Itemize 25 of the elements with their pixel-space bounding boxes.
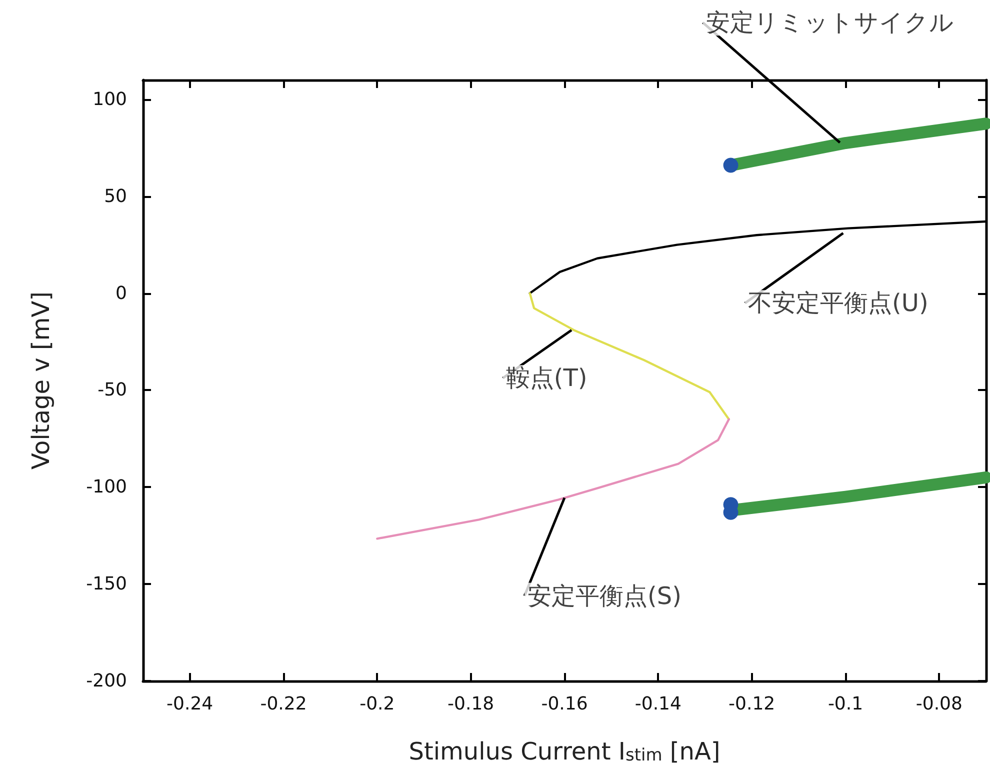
x-tick-label: -0.24 [166, 694, 214, 714]
annotation: 安定リミットサイクル [706, 8, 954, 37]
annotation: 安定平衡点(S) [528, 582, 682, 610]
annotation: 不安定平衡点(U) [748, 289, 928, 318]
y-tick-label: -150 [86, 574, 127, 595]
y-tick-label: -50 [98, 380, 127, 401]
y-axis-title: Voltage v [mV] [27, 291, 55, 470]
x-tick-label: -0.1 [828, 694, 864, 714]
line-series [528, 292, 730, 420]
x-tick-label: -0.22 [260, 694, 307, 714]
point [723, 158, 738, 173]
y-tick-label: -200 [86, 670, 127, 692]
y-tick-label: 100 [92, 88, 127, 110]
x-tick-label: -0.12 [728, 694, 776, 714]
x-tick-label: -0.14 [634, 694, 682, 714]
y-tick-label: 50 [104, 186, 127, 207]
x-tick-label: -0.18 [448, 694, 494, 714]
line-series [376, 418, 730, 540]
x-axis-title: Stimulus Current Istim [nA] [408, 738, 720, 766]
y-tick-label: 0 [116, 282, 127, 304]
x-tick-label: -0.08 [916, 694, 962, 714]
x-tick-label: -0.2 [360, 694, 395, 714]
x-tick-label: -0.16 [541, 694, 588, 714]
annotation: 鞍点(T) [506, 364, 588, 392]
y-tick-label: -100 [86, 476, 127, 498]
